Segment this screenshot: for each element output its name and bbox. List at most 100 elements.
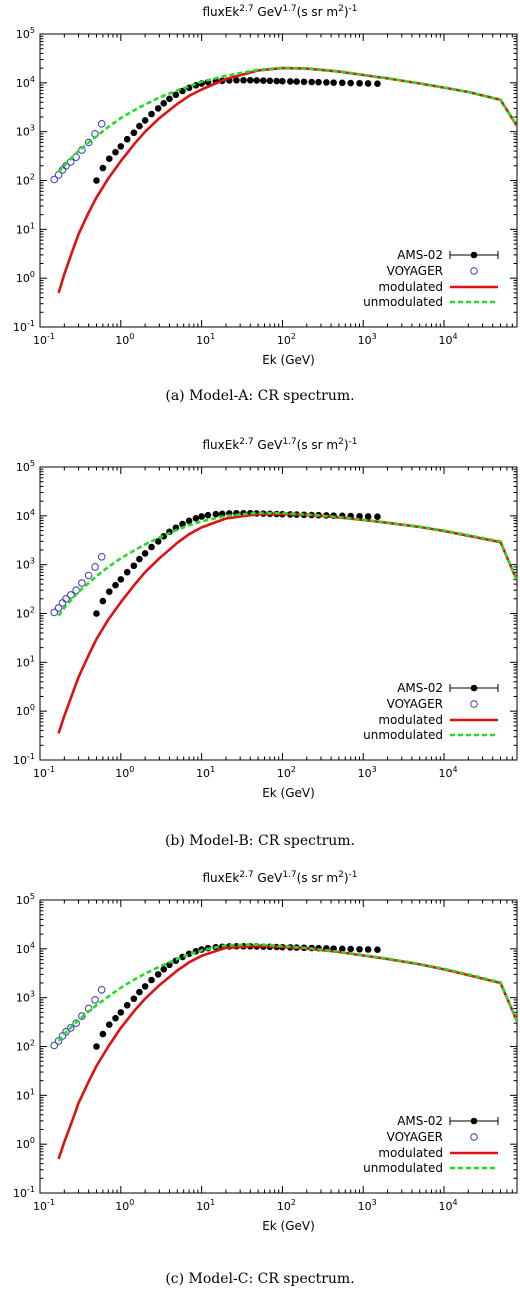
ams-02-point	[117, 576, 125, 583]
ams-02-point	[141, 550, 149, 557]
x-axis-label: Ek (GeV)	[262, 1219, 315, 1233]
figure-caption: (a) Model-A: CR spectrum.	[165, 388, 355, 404]
ams-02-point	[286, 78, 294, 85]
ams-02-point	[160, 100, 168, 107]
ams-02-point	[185, 517, 193, 525]
voyager-point	[66, 591, 75, 599]
x-tick-label: 10-1	[33, 765, 55, 780]
series-modulated-line	[57, 512, 517, 734]
ams-02-point	[308, 78, 315, 86]
legend-label: AMS-02	[397, 1114, 443, 1128]
voyager-point	[78, 1012, 86, 1020]
y-tick-label: 103	[16, 124, 35, 139]
legend-label: VOYAGER	[387, 1130, 443, 1144]
ams-02-point	[105, 588, 113, 595]
ams-02-point	[112, 1014, 119, 1022]
ams-02-point	[240, 76, 247, 84]
ams-02-point	[266, 77, 274, 85]
y-tick-label: 10-1	[13, 319, 35, 334]
ams-02-point	[148, 976, 155, 984]
ams-02-point	[117, 143, 125, 150]
ams-02-point	[356, 945, 363, 953]
figure-caption: (b) Model-B: CR spectrum.	[164, 833, 356, 849]
ams-02-point	[315, 78, 322, 86]
voyager-point	[78, 579, 86, 587]
ams-02-point	[136, 122, 143, 130]
x-tick-label: 102	[277, 1198, 296, 1213]
y-tick-label: 100	[16, 1136, 35, 1151]
y-tick-label: 105	[16, 459, 35, 474]
series-unmodulated-line	[57, 511, 517, 617]
voyager-point	[62, 594, 70, 603]
ams-02-point	[93, 610, 100, 617]
ams-02-point	[160, 533, 168, 540]
ams-02-point	[212, 510, 220, 518]
voyager-point	[91, 563, 99, 571]
voyager-point	[50, 175, 59, 184]
plot-area	[50, 509, 517, 734]
legend-label: unmodulated	[363, 295, 443, 309]
legend-label: unmodulated	[363, 728, 443, 742]
ams-02-point	[130, 995, 138, 1003]
ams-02-point	[99, 164, 107, 172]
x-tick-label: 103	[358, 765, 377, 780]
ams-02-point	[347, 945, 355, 953]
series-modulated-line	[57, 944, 517, 1160]
ams-02-point	[136, 555, 143, 563]
ams-02-point	[364, 513, 372, 520]
x-tick-label: 101	[196, 765, 215, 780]
ams-02-point	[136, 988, 143, 996]
legend-label: AMS-02	[397, 681, 443, 695]
ams-02-point	[154, 538, 162, 545]
legend-marker-ams	[470, 1117, 478, 1125]
legend-marker-voyager	[470, 267, 478, 275]
ams-02-point	[130, 562, 138, 570]
y-tick-label: 103	[16, 557, 35, 572]
y-tick-label: 104	[16, 75, 35, 90]
ams-02-point	[204, 511, 212, 519]
ams-02-point	[130, 129, 138, 137]
voyager-point	[91, 996, 99, 1004]
voyager-point	[97, 119, 106, 128]
x-tick-label: 102	[277, 332, 296, 347]
y-tick-label: 105	[16, 892, 35, 907]
ams-02-point	[374, 513, 381, 520]
ams-02-point	[105, 1021, 113, 1028]
ams-02-point	[154, 105, 162, 112]
ams-02-point	[273, 77, 281, 85]
x-axis-label: Ek (GeV)	[262, 353, 315, 367]
x-tick-label: 101	[196, 332, 215, 347]
legend-label: modulated	[378, 713, 443, 727]
legend-label: VOYAGER	[387, 264, 443, 278]
voyager-point	[84, 571, 93, 580]
ams-02-point	[364, 946, 372, 953]
chart-title: fluxEk2.7 GeV1.7(s sr m2)-1	[202, 437, 357, 452]
ams-02-point	[374, 80, 381, 87]
ams-02-point	[93, 1043, 100, 1050]
ams-02-point	[323, 79, 330, 86]
y-tick-label: 102	[16, 1039, 35, 1054]
voyager-point	[50, 1041, 59, 1050]
ams-02-point	[123, 135, 131, 143]
series-unmodulated-line	[57, 943, 517, 1042]
panel-model-c: fluxEk2.7 GeV1.7(s sr m2)-1 10-1 100 101 102…	[0, 866, 520, 1299]
ams-02-point	[93, 177, 100, 184]
y-tick-label: 10-1	[13, 752, 35, 767]
ams-02-point	[123, 568, 131, 576]
legend-label: unmodulated	[363, 1161, 443, 1175]
legend-label: modulated	[378, 1146, 443, 1160]
ams-02-point	[356, 79, 363, 87]
ams-02-point	[374, 946, 381, 953]
ams-02-point	[279, 77, 286, 85]
y-tick-label: 10-1	[13, 1185, 35, 1200]
y-tick-label: 101	[16, 221, 35, 236]
voyager-point	[66, 1024, 75, 1032]
ams-02-point	[154, 971, 162, 978]
x-axis-label: Ek (GeV)	[262, 786, 315, 800]
figure-caption: (c) Model-C: CR spectrum.	[165, 1271, 355, 1287]
ams-02-point	[233, 76, 240, 84]
x-tick-label: 102	[277, 765, 296, 780]
plot-area	[50, 942, 517, 1160]
legend-marker-ams	[470, 684, 478, 692]
chart-svg: fluxEk2.7 GeV1.7(s sr m2)-1 10-1 100 101 102…	[13, 437, 518, 800]
